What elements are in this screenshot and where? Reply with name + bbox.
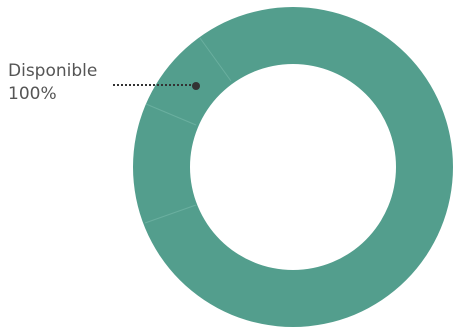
separators: [144, 37, 232, 224]
separator: [145, 103, 197, 126]
leader-dot: [192, 82, 200, 90]
donut-slice: [133, 7, 453, 327]
separator: [199, 37, 232, 82]
slices: [133, 7, 453, 327]
slice-value-label: 100%: [8, 84, 57, 104]
separator: [144, 204, 197, 224]
slice-name: Disponible: [8, 61, 97, 81]
